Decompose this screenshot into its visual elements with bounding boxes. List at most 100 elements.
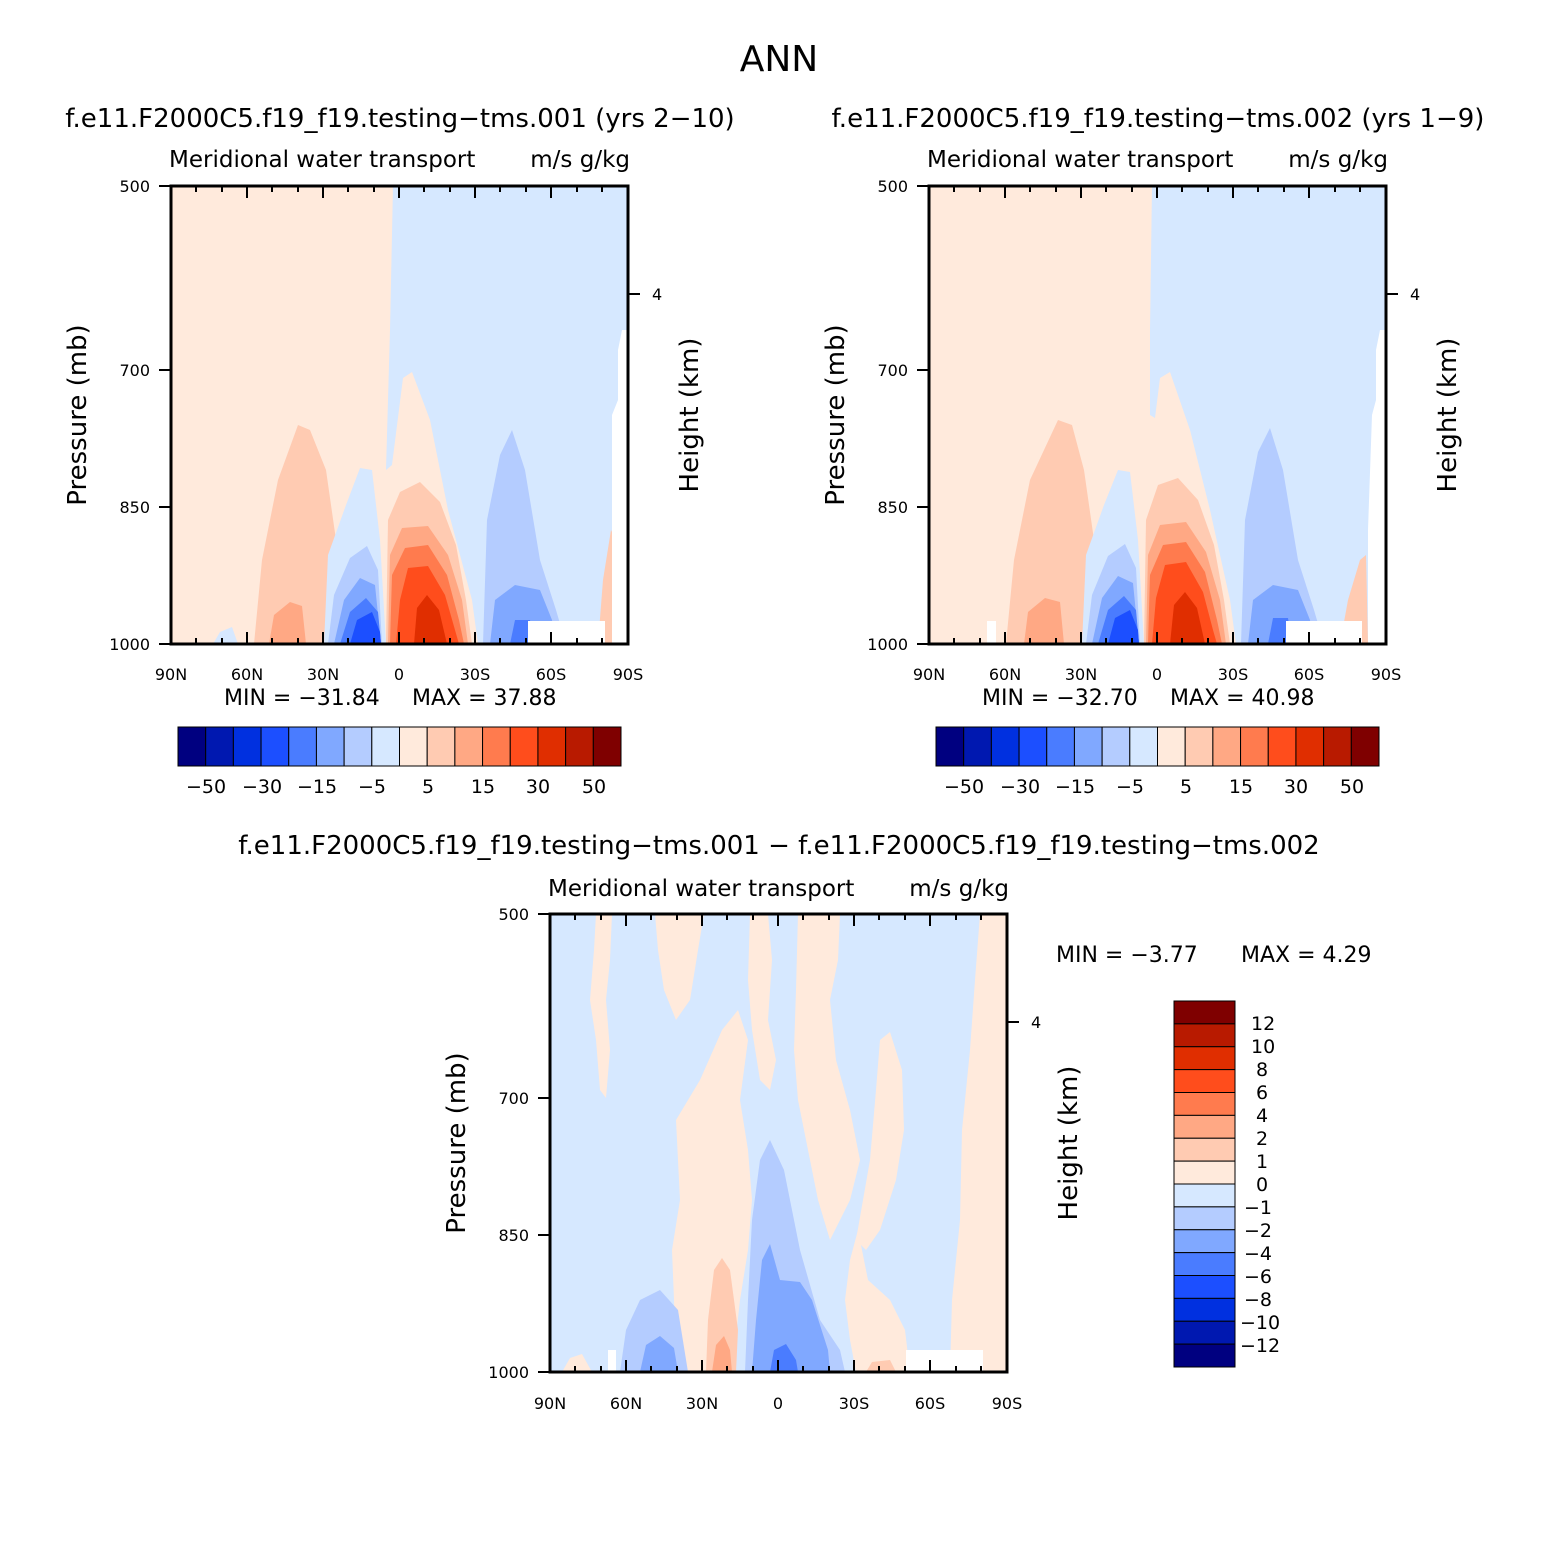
colorbar-box [288, 726, 317, 767]
colorbar-label: 30 [526, 776, 550, 798]
right-string: m/s g/kg [530, 147, 630, 173]
contour-level-10-to-15 [1024, 598, 1064, 644]
colorbar-box [1173, 1092, 1236, 1116]
contour-level-neg10-to-neg5 [1241, 428, 1324, 644]
missing-data [1286, 621, 1362, 644]
contour-field [929, 186, 1386, 644]
x-tick-label: 60N [989, 665, 1021, 684]
colorbar-box [1267, 726, 1297, 767]
colorbar: −50 −30 −15 −5 5 15 30 50 [935, 726, 1380, 798]
colorbar-box [565, 726, 594, 767]
colorbar-label: −10 [1240, 1312, 1280, 1334]
colorbar-box [1173, 1069, 1236, 1093]
contour-level-neg30-to-neg20 [350, 612, 381, 644]
y-tick-label: 700 [498, 1089, 529, 1108]
max-label: MAX = 4.29 [1241, 943, 1372, 968]
y-axis-label: Pressure (mb) [442, 1052, 472, 1233]
panel-case2: f.e11.F2000C5.f19_f19.testing−tms.002 (y… [821, 104, 1484, 798]
colorbar-box [343, 726, 373, 767]
x-tick-label: 60S [915, 1394, 946, 1413]
colorbar-box [1173, 1160, 1236, 1185]
contour-level-30-to-40 [414, 595, 447, 644]
colorbar-box [1101, 726, 1131, 767]
colorbar: −50 −30 −15 −5 5 15 30 50 [177, 726, 622, 798]
right-string: m/s g/kg [909, 876, 1009, 902]
left-string: Meridional water transport [927, 147, 1233, 173]
y-tick-labels: 500 700 850 1000 [488, 905, 529, 1382]
colorbar-box [935, 726, 965, 767]
x-tick-label: 30S [460, 665, 491, 684]
y-tick-label: 850 [877, 498, 908, 517]
colorbar-box [482, 726, 511, 767]
colorbar-box [963, 726, 992, 767]
colorbar-label: −50 [186, 776, 226, 798]
panel-difference: f.e11.F2000C5.f19_f19.testing−tms.001 − … [238, 831, 1371, 1413]
min-label: MIN = −31.84 [224, 686, 380, 711]
colorbar-label: 2 [1256, 1128, 1268, 1150]
colorbar-label: −15 [1055, 776, 1095, 798]
colorbar-labels: 12 10 8 6 4 2 1 0 −1 −2 −4 −6 −8 −10 −12 [1240, 1013, 1280, 1357]
colorbar-label: 6 [1256, 1082, 1268, 1104]
colorbar-label: −6 [1244, 1266, 1272, 1288]
missing-data [528, 621, 605, 644]
colorbar-box [1173, 1046, 1236, 1071]
min-label: MIN = −3.77 [1056, 943, 1198, 968]
contour-level-30-to-40 [1170, 592, 1205, 644]
colorbar-box [1295, 726, 1325, 767]
y-tick-label: 700 [119, 361, 150, 380]
colorbar-box [1173, 1297, 1236, 1322]
colorbar-label: −50 [944, 776, 984, 798]
x-tick-label: 90S [992, 1394, 1023, 1413]
x-tick-label: 0 [773, 1394, 783, 1413]
x-ticks [170, 186, 629, 644]
plot-frame [159, 184, 640, 646]
max-label: MAX = 40.98 [1170, 686, 1315, 711]
y-axis-label: Pressure (mb) [821, 324, 851, 505]
colorbar-box [454, 726, 484, 767]
y-tick-label: 700 [877, 361, 908, 380]
figure-title: ANN [740, 39, 819, 80]
colorbar-boxes [177, 726, 622, 767]
colorbar-box [1173, 1114, 1236, 1139]
y-ticks [917, 185, 1398, 645]
contour-level-0-to-1 [748, 914, 776, 1090]
colorbar-label: 50 [1340, 776, 1364, 798]
contour-level-0-to-1 [845, 1230, 910, 1372]
missing-data [608, 1350, 616, 1372]
x-tick-label: 30N [307, 665, 339, 684]
contour-level-0-to-1 [856, 1032, 904, 1250]
x-tick-labels: 90N 60N 30N 0 30S 60S 90S [913, 665, 1401, 684]
y-tick-label: 500 [877, 177, 908, 196]
y-ticks [538, 913, 1019, 1373]
colorbar-box [509, 726, 539, 767]
panel-case1: f.e11.F2000C5.f19_f19.testing−tms.001 (y… [63, 104, 735, 798]
colorbar-label: −5 [1116, 776, 1144, 798]
colorbar-label: 5 [422, 776, 434, 798]
x-tick-label: 30N [1065, 665, 1097, 684]
colorbar-label: −4 [1244, 1243, 1272, 1265]
colorbar-box [205, 726, 234, 767]
colorbar-box [1240, 726, 1269, 767]
colorbar-label: 50 [582, 776, 606, 798]
missing-data [906, 1350, 983, 1372]
colorbar-label: −8 [1244, 1289, 1272, 1311]
colorbar-labels: −50 −30 −15 −5 5 15 30 50 [186, 776, 606, 798]
colorbar-label: 1 [1256, 1151, 1268, 1173]
x-ticks [928, 186, 1387, 644]
colorbar-label: 15 [471, 776, 495, 798]
colorbar-label: 4 [1256, 1105, 1268, 1127]
missing-data [612, 330, 628, 644]
x-tick-label: 0 [394, 665, 404, 684]
colorbar-box [1129, 726, 1158, 767]
x-tick-label: 90N [155, 665, 187, 684]
y-tick-label: 1000 [488, 1363, 529, 1382]
contour-level-neg10-to-neg5 [483, 430, 566, 644]
y-axis-label: Pressure (mb) [63, 324, 93, 505]
x-tick-label: 60N [610, 1394, 642, 1413]
y-tick-label: 500 [119, 177, 150, 196]
y2-axis-label: Height (km) [1433, 338, 1463, 493]
colorbar-box [1173, 1023, 1236, 1048]
x-tick-labels: 90N 60N 30N 0 30S 60S 90S [534, 1394, 1022, 1413]
colorbar-label: 15 [1229, 776, 1253, 798]
